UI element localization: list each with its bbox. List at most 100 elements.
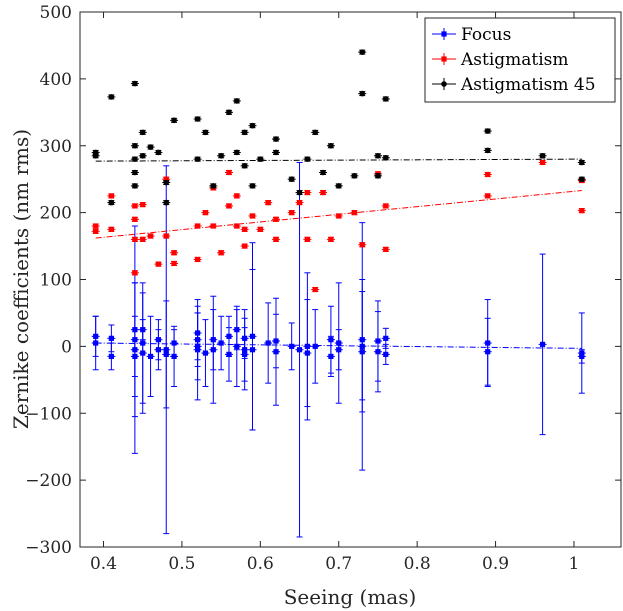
data-point-astigmatism bbox=[138, 236, 147, 242]
marker bbox=[273, 349, 279, 355]
data-point-astigmatism-45 bbox=[295, 189, 304, 196]
marker bbox=[218, 340, 224, 346]
plot-content bbox=[91, 49, 586, 538]
marker bbox=[296, 199, 303, 206]
marker bbox=[289, 343, 295, 349]
y-tick-label: 0 bbox=[61, 337, 72, 357]
data-point-astigmatism bbox=[232, 193, 241, 199]
marker bbox=[147, 353, 154, 360]
marker bbox=[375, 152, 381, 159]
data-point-focus bbox=[201, 319, 210, 387]
data-point-focus bbox=[217, 315, 226, 371]
data-point-astigmatism-45 bbox=[577, 159, 586, 166]
marker bbox=[328, 236, 334, 242]
y-axis: −300 −200 −100 0 100 200 300 400 500 bbox=[25, 3, 621, 558]
marker bbox=[249, 347, 256, 353]
legend-marker bbox=[441, 56, 447, 62]
marker bbox=[249, 183, 256, 189]
data-point-astigmatism bbox=[483, 171, 492, 178]
legend-label-focus: Focus bbox=[461, 25, 511, 45]
data-point-astigmatism-45 bbox=[240, 129, 249, 136]
marker bbox=[273, 216, 279, 222]
legend-entry-astigmatism: Astigmatism bbox=[432, 50, 569, 70]
marker bbox=[273, 236, 279, 242]
data-point-focus bbox=[334, 329, 343, 371]
x-axis-title: Seeing (mas) bbox=[284, 585, 417, 609]
marker bbox=[210, 183, 217, 189]
marker bbox=[578, 159, 585, 166]
marker bbox=[242, 243, 248, 249]
data-point-astigmatism bbox=[577, 208, 586, 214]
marker bbox=[382, 154, 389, 161]
data-point-astigmatism bbox=[232, 223, 241, 229]
data-point-astigmatism bbox=[170, 250, 179, 256]
marker bbox=[202, 129, 209, 136]
data-point-astigmatism bbox=[170, 260, 179, 267]
data-point-astigmatism bbox=[107, 193, 116, 199]
marker bbox=[108, 226, 114, 232]
data-point-focus bbox=[248, 268, 257, 431]
x-tick-label: 0.6 bbox=[247, 554, 274, 574]
data-point-astigmatism bbox=[350, 210, 359, 216]
data-point-astigmatism-45 bbox=[311, 129, 320, 136]
marker bbox=[289, 210, 295, 216]
marker bbox=[93, 340, 99, 346]
marker bbox=[485, 193, 491, 199]
marker bbox=[108, 353, 114, 360]
marker bbox=[320, 169, 326, 176]
marker bbox=[579, 353, 585, 360]
x-tick-label: 0.8 bbox=[404, 554, 431, 574]
data-point-astigmatism bbox=[224, 169, 233, 176]
marker bbox=[241, 129, 248, 136]
data-point-astigmatism-45 bbox=[350, 173, 359, 179]
data-point-astigmatism bbox=[193, 223, 202, 229]
marker bbox=[132, 142, 138, 149]
data-point-astigmatism-45 bbox=[107, 199, 116, 206]
data-point-focus bbox=[264, 302, 273, 384]
marker bbox=[226, 109, 232, 116]
data-point-astigmatism-45 bbox=[319, 169, 328, 176]
marker bbox=[351, 173, 358, 179]
marker bbox=[241, 163, 248, 169]
marker bbox=[383, 351, 389, 357]
data-point-astigmatism bbox=[209, 223, 218, 229]
marker bbox=[539, 341, 546, 347]
marker bbox=[539, 152, 546, 159]
x-tick-label: 0.4 bbox=[90, 554, 117, 574]
data-point-astigmatism bbox=[272, 216, 281, 222]
data-point-astigmatism-45 bbox=[138, 129, 147, 136]
legend-box bbox=[424, 17, 616, 103]
data-point-astigmatism-45 bbox=[154, 149, 163, 156]
marker bbox=[273, 149, 279, 156]
marker bbox=[578, 176, 585, 182]
data-point-focus bbox=[162, 300, 171, 409]
data-point-focus bbox=[107, 342, 116, 371]
marker bbox=[93, 228, 99, 234]
legend-entry-focus: Focus bbox=[432, 25, 511, 45]
legend-label-astigmatism-45: Astigmatism 45 bbox=[460, 75, 596, 95]
y-tick-label: 100 bbox=[40, 271, 72, 291]
marker bbox=[132, 156, 138, 162]
data-point-astigmatism bbox=[91, 228, 100, 234]
data-point-astigmatism bbox=[130, 236, 139, 242]
marker bbox=[132, 236, 138, 242]
marker bbox=[359, 349, 365, 355]
marker bbox=[155, 347, 162, 353]
marker bbox=[304, 189, 310, 196]
data-point-focus bbox=[295, 161, 304, 538]
data-point-astigmatism bbox=[91, 223, 100, 229]
marker bbox=[234, 343, 240, 349]
data-point-astigmatism-45 bbox=[107, 94, 116, 100]
marker bbox=[163, 233, 169, 239]
data-point-astigmatism-45 bbox=[240, 163, 249, 169]
data-point-astigmatism bbox=[303, 236, 312, 242]
y-tick-label: 400 bbox=[40, 70, 72, 90]
data-point-focus bbox=[311, 309, 320, 384]
data-point-astigmatism-45 bbox=[256, 156, 265, 162]
data-point-astigmatism bbox=[240, 243, 249, 249]
x-tick-label: 0.9 bbox=[482, 554, 509, 574]
marker bbox=[140, 202, 146, 208]
data-point-astigmatism bbox=[272, 236, 281, 242]
data-point-focus bbox=[326, 335, 335, 377]
marker bbox=[171, 260, 177, 267]
